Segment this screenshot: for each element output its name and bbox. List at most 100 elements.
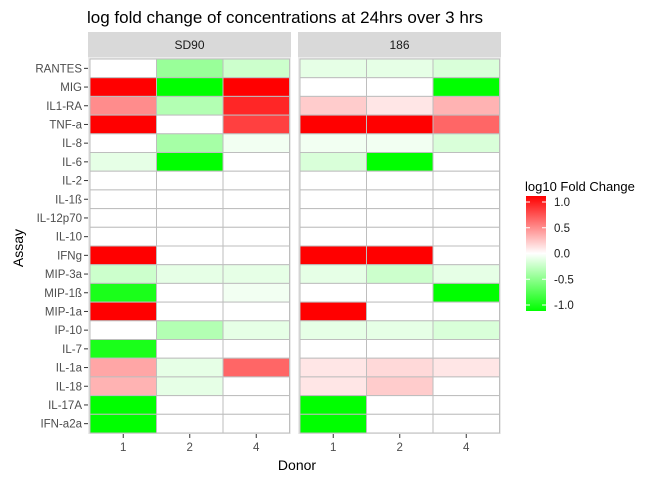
heatmap-cell bbox=[222, 170, 290, 191]
y-tick-label: TNF-a bbox=[49, 119, 82, 131]
heatmap-cell bbox=[299, 245, 367, 266]
heatmap-cell bbox=[156, 413, 224, 434]
heatmap-cell bbox=[299, 320, 367, 340]
heatmap-cell bbox=[89, 95, 157, 116]
heatmap-cell bbox=[222, 395, 290, 415]
heatmap-cell bbox=[156, 170, 224, 191]
heatmap-cell bbox=[366, 245, 434, 266]
chart-title: log fold change of concentrations at 24h… bbox=[87, 8, 483, 27]
heatmap-cell bbox=[299, 114, 367, 135]
facet-strip bbox=[88, 32, 291, 57]
heatmap-cell bbox=[432, 226, 500, 247]
x-tick-label: 4 bbox=[463, 442, 470, 454]
heatmap-cell bbox=[156, 320, 224, 340]
x-tick-label: 1 bbox=[330, 442, 336, 454]
heatmap-cell bbox=[366, 282, 434, 303]
y-tick-label: RANTES bbox=[35, 63, 82, 75]
heatmap-cell bbox=[299, 226, 367, 247]
facet-strip bbox=[298, 32, 501, 57]
heatmap-cell bbox=[156, 133, 224, 154]
heatmap-cell bbox=[156, 395, 224, 415]
heatmap-cell bbox=[432, 208, 500, 228]
legend-tick-label: -1.0 bbox=[554, 300, 574, 312]
heatmap-cell bbox=[299, 58, 367, 79]
heatmap-cell bbox=[432, 133, 500, 154]
heatmap-cell bbox=[222, 376, 290, 397]
heatmap-cell bbox=[222, 301, 290, 322]
heatmap-cell bbox=[299, 301, 367, 322]
heatmap-cell bbox=[299, 77, 367, 97]
heatmap-cell bbox=[156, 226, 224, 247]
heatmap-cell bbox=[156, 376, 224, 397]
y-tick-label: MIG bbox=[60, 82, 82, 94]
heatmap-cell bbox=[89, 282, 157, 303]
heatmap-cell bbox=[156, 189, 224, 210]
heatmap-cell bbox=[222, 282, 290, 303]
heatmap-cell bbox=[89, 226, 157, 247]
heatmap-cell bbox=[366, 376, 434, 397]
y-tick-label: IL-1a bbox=[56, 363, 83, 375]
heatmap-cell bbox=[222, 58, 290, 79]
heatmap-cell bbox=[299, 376, 367, 397]
heatmap-cell bbox=[432, 413, 500, 434]
heatmap-cell bbox=[366, 152, 434, 172]
heatmap-cell bbox=[366, 301, 434, 322]
heatmap-cell bbox=[222, 189, 290, 210]
heatmap-cell bbox=[222, 339, 290, 359]
heatmap-cell bbox=[222, 95, 290, 116]
heatmap-cell bbox=[156, 77, 224, 97]
heatmap-cell bbox=[89, 264, 157, 284]
heatmap-cell bbox=[156, 282, 224, 303]
heatmap-cell bbox=[156, 245, 224, 266]
heatmap-cell bbox=[432, 376, 500, 397]
heatmap-cell bbox=[299, 395, 367, 415]
x-tick-label: 1 bbox=[120, 442, 126, 454]
heatmap-cell bbox=[89, 245, 157, 266]
heatmap-cell bbox=[89, 133, 157, 154]
legend-colorbar bbox=[526, 196, 546, 311]
y-tick-label: MIP-1ß bbox=[44, 288, 82, 300]
heatmap-cell bbox=[432, 282, 500, 303]
y-tick-label: IFNg bbox=[57, 250, 82, 262]
heatmap-cell bbox=[366, 320, 434, 340]
heatmap-cell bbox=[222, 413, 290, 434]
heatmap-cell bbox=[222, 320, 290, 340]
heatmap-cell bbox=[156, 357, 224, 378]
heatmap-cell bbox=[299, 152, 367, 172]
heatmap-cell bbox=[222, 133, 290, 154]
heatmap-cell bbox=[366, 114, 434, 135]
heatmap-cell bbox=[432, 170, 500, 191]
legend-title: log10 Fold Change bbox=[525, 179, 635, 194]
heatmap-cell bbox=[366, 264, 434, 284]
heatmap-cell bbox=[156, 264, 224, 284]
heatmap-cell bbox=[299, 357, 367, 378]
heatmap-cell bbox=[89, 114, 157, 135]
heatmap-cell bbox=[89, 301, 157, 322]
heatmap-cell bbox=[222, 245, 290, 266]
y-tick-label: IFN-a2a bbox=[40, 419, 82, 431]
heatmap-cell bbox=[366, 95, 434, 116]
heatmap-cell bbox=[432, 357, 500, 378]
heatmap-cell bbox=[89, 376, 157, 397]
heatmap-cell bbox=[366, 339, 434, 359]
heatmap-cell bbox=[299, 189, 367, 210]
heatmap-cell bbox=[432, 189, 500, 210]
y-tick-label: IL1-RA bbox=[46, 101, 82, 113]
heatmap-cell bbox=[222, 357, 290, 378]
heatmap-cell bbox=[299, 339, 367, 359]
heatmap-cell bbox=[432, 264, 500, 284]
heatmap-cell bbox=[156, 58, 224, 79]
heatmap-cell bbox=[222, 208, 290, 228]
legend-tick-label: 0.5 bbox=[554, 223, 570, 235]
heatmap-cell bbox=[222, 264, 290, 284]
y-tick-label: IL-18 bbox=[56, 381, 82, 393]
heatmap-cell bbox=[89, 395, 157, 415]
heatmap-cell bbox=[156, 95, 224, 116]
heatmap-cell bbox=[432, 152, 500, 172]
heatmap-cell bbox=[366, 170, 434, 191]
facet-panel: SD90 bbox=[88, 32, 291, 434]
legend-tick-label: 1.0 bbox=[554, 197, 570, 209]
x-tick-label: 2 bbox=[397, 442, 403, 454]
heatmap-cell bbox=[299, 95, 367, 116]
legend-tick-label: 0.0 bbox=[554, 249, 570, 261]
